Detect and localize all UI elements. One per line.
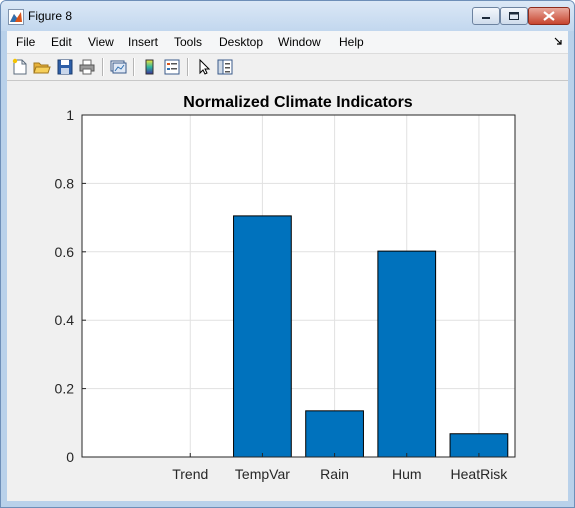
x-tick-label: Hum bbox=[392, 466, 422, 482]
minimize-icon bbox=[482, 17, 490, 19]
maximize-button[interactable] bbox=[500, 7, 528, 25]
close-button[interactable] bbox=[528, 7, 570, 25]
print-icon bbox=[79, 59, 95, 75]
matlab-figure-icon bbox=[8, 9, 24, 25]
axes-box bbox=[81, 114, 516, 458]
link-plot-icon bbox=[110, 60, 127, 74]
menu-file[interactable]: File bbox=[16, 35, 36, 49]
menu-insert[interactable]: Insert bbox=[128, 35, 159, 49]
title-bar[interactable]: Figure 8 bbox=[1, 1, 574, 31]
figure-client-area: File Edit View Insert Tools Desktop Wind… bbox=[7, 31, 568, 501]
y-tick-label: 0.6 bbox=[55, 244, 75, 260]
bar-tempvar[interactable] bbox=[233, 215, 292, 458]
insert-colorbar-button[interactable] bbox=[141, 58, 159, 76]
maximize-icon bbox=[509, 12, 519, 20]
link-plot-button[interactable] bbox=[109, 58, 127, 76]
x-tick-label: HeatRisk bbox=[451, 466, 509, 482]
menu-tools[interactable]: Tools bbox=[174, 35, 203, 49]
x-tick-label: TempVar bbox=[235, 466, 290, 482]
close-icon bbox=[543, 11, 555, 21]
chart-title: Normalized Climate Indicators bbox=[183, 94, 412, 111]
y-tick-label: 1 bbox=[66, 107, 74, 123]
menu-edit[interactable]: Edit bbox=[51, 35, 72, 49]
menu-help[interactable]: Help bbox=[339, 35, 364, 49]
insert-legend-button[interactable] bbox=[163, 58, 181, 76]
bars-group bbox=[233, 215, 509, 458]
bar-chart[interactable]: 0 0.2 0.4 0.6 0.8 1 Trend TempVar Rain Hum HeatRi… bbox=[7, 81, 568, 501]
y-tick-label: 0.4 bbox=[55, 312, 75, 328]
minimize-button[interactable] bbox=[472, 7, 500, 25]
save-button[interactable] bbox=[56, 58, 74, 76]
figure-toolbar bbox=[7, 54, 568, 81]
print-button[interactable] bbox=[78, 58, 96, 76]
x-ticks: Trend TempVar Rain Hum HeatRisk bbox=[172, 453, 508, 482]
insert-legend-icon bbox=[164, 59, 180, 75]
toolbar-separator bbox=[187, 58, 189, 76]
y-tick-label: 0 bbox=[66, 449, 74, 465]
y-tick-label: 0.2 bbox=[55, 381, 75, 397]
menu-window[interactable]: Window bbox=[278, 35, 321, 49]
new-figure-button[interactable] bbox=[11, 58, 29, 76]
bar-hum[interactable] bbox=[377, 250, 437, 458]
toolbar-separator bbox=[133, 58, 135, 76]
new-figure-icon bbox=[12, 58, 27, 75]
window-title: Figure 8 bbox=[28, 9, 73, 23]
pointer-button[interactable] bbox=[195, 58, 213, 76]
x-tick-label: Trend bbox=[172, 466, 208, 482]
dock-arrow-icon[interactable] bbox=[554, 37, 562, 48]
x-tick-label: Rain bbox=[320, 466, 349, 482]
axes-background bbox=[82, 115, 515, 457]
bar-rain[interactable] bbox=[305, 410, 364, 458]
save-icon bbox=[57, 59, 73, 75]
menu-bar: File Edit View Insert Tools Desktop Wind… bbox=[7, 31, 568, 54]
insert-colorbar-icon bbox=[145, 59, 154, 75]
open-file-button[interactable] bbox=[33, 58, 51, 76]
y-ticks: 0 0.2 0.4 0.6 0.8 1 bbox=[55, 107, 86, 465]
menu-desktop[interactable]: Desktop bbox=[219, 35, 264, 49]
pointer-icon bbox=[199, 58, 211, 75]
menu-view[interactable]: View bbox=[88, 35, 114, 49]
toolbar-separator bbox=[102, 58, 104, 76]
property-editor-button[interactable] bbox=[216, 58, 234, 76]
open-file-icon bbox=[33, 62, 51, 74]
y-tick-label: 0.8 bbox=[55, 175, 75, 191]
figure-canvas[interactable]: 0 0.2 0.4 0.6 0.8 1 Trend TempVar Rain Hum HeatRi… bbox=[7, 81, 568, 501]
property-editor-icon bbox=[217, 59, 233, 75]
